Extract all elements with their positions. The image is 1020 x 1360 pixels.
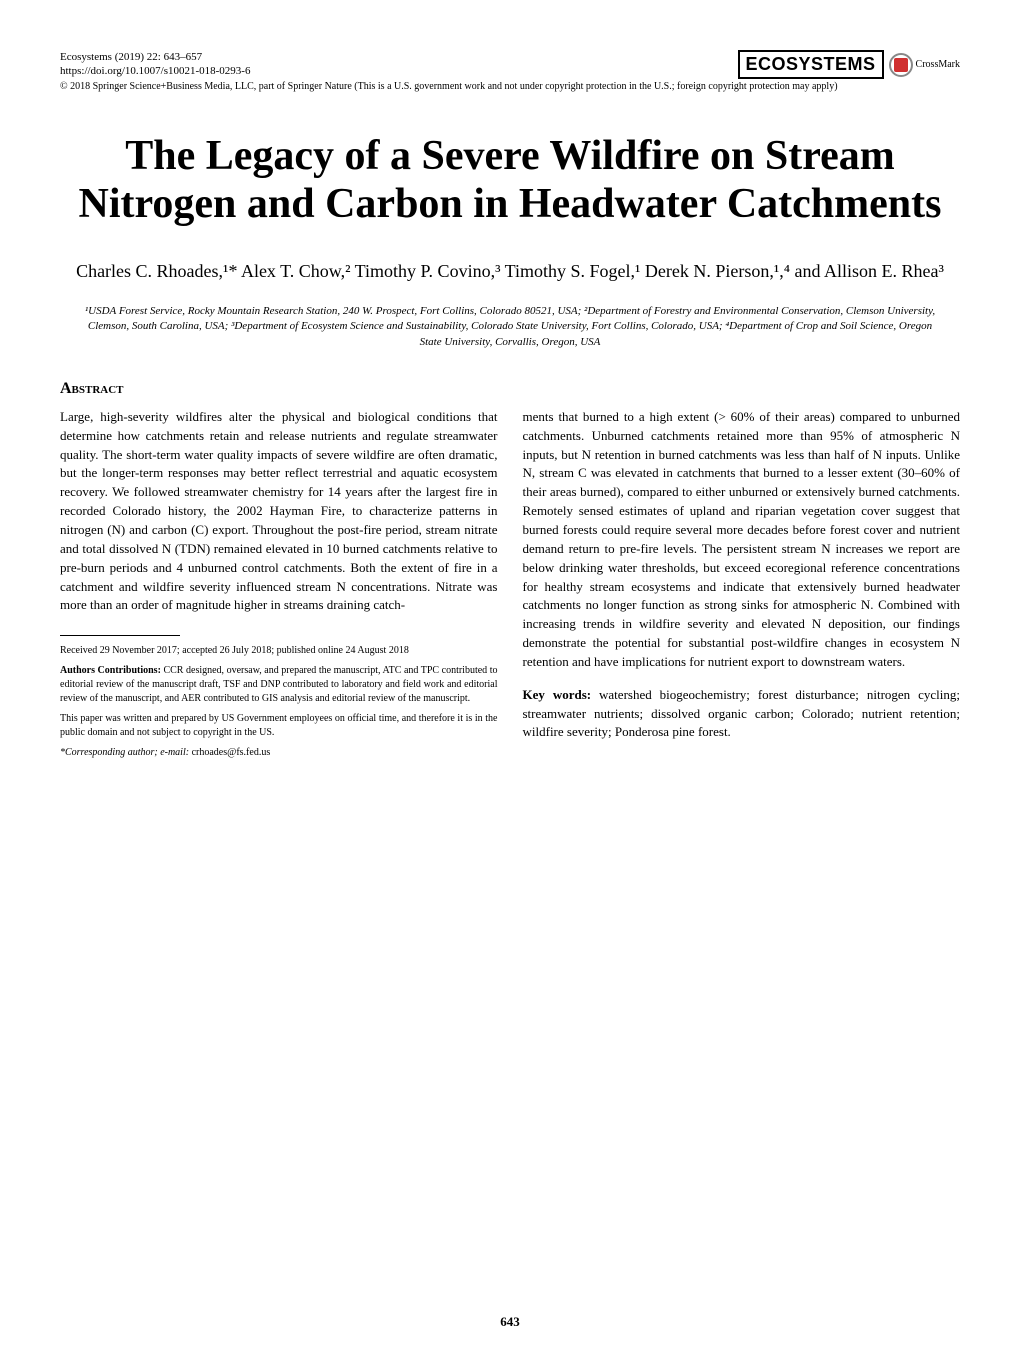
- government-footnote: This paper was written and prepared by U…: [60, 712, 498, 740]
- footnote-divider: [60, 635, 180, 636]
- author-list: Charles C. Rhoades,¹* Alex T. Chow,² Tim…: [60, 259, 960, 284]
- corresponding-email: crhoades@fs.fed.us: [189, 747, 270, 758]
- received-footnote: Received 29 November 2017; accepted 26 J…: [60, 644, 498, 658]
- journal-badge: ECOSYSTEMS CrossMark: [738, 50, 960, 79]
- page-number: 643: [500, 1314, 520, 1330]
- doi-line: https://doi.org/10.1007/s10021-018-0293-…: [60, 64, 250, 78]
- corresponding-label: *Corresponding author; e-mail:: [60, 747, 189, 758]
- keywords-label: Key words:: [523, 687, 592, 702]
- abstract-heading: Abstract: [60, 380, 960, 398]
- abstract-text-right: ments that burned to a high extent (> 60…: [523, 408, 961, 672]
- abstract-text-left: Large, high-severity wildfires alter the…: [60, 408, 498, 615]
- copyright-line: © 2018 Springer Science+Business Media, …: [60, 81, 960, 92]
- corresponding-footnote: *Corresponding author; e-mail: crhoades@…: [60, 746, 498, 760]
- contributions-label: Authors Contributions:: [60, 665, 161, 676]
- crossmark-icon: [889, 53, 913, 77]
- journal-badge-text: ECOSYSTEMS: [738, 50, 884, 79]
- contributions-footnote: Authors Contributions: CCR designed, ove…: [60, 664, 498, 706]
- crossmark-badge[interactable]: CrossMark: [889, 53, 960, 77]
- affiliations: ¹USDA Forest Service, Rocky Mountain Res…: [60, 304, 960, 350]
- keywords-paragraph: Key words: watershed biogeochemistry; fo…: [523, 686, 961, 743]
- journal-line: Ecosystems (2019) 22: 643–657: [60, 50, 250, 64]
- article-title: The Legacy of a Severe Wildfire on Strea…: [60, 132, 960, 229]
- left-column: Large, high-severity wildfires alter the…: [60, 408, 498, 766]
- right-column: ments that burned to a high extent (> 60…: [523, 408, 961, 766]
- crossmark-label: CrossMark: [916, 59, 960, 70]
